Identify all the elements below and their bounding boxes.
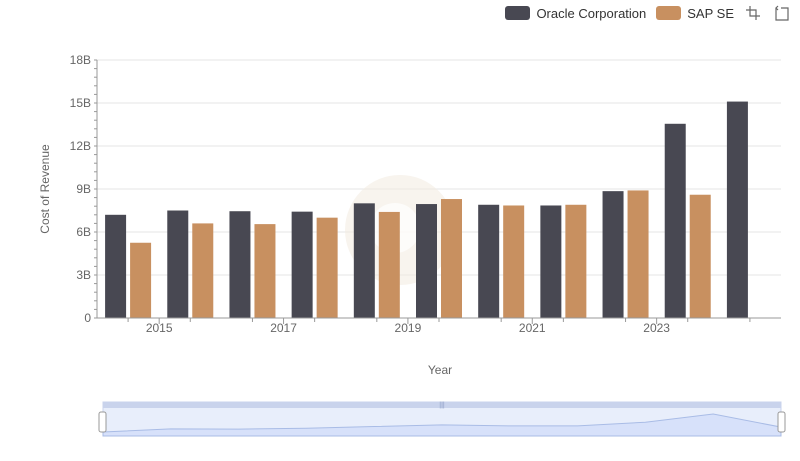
bar-sap-2014[interactable] xyxy=(130,242,152,318)
bars xyxy=(105,101,748,319)
bar-sap-2018[interactable] xyxy=(378,211,400,318)
bar-oracle-2015[interactable] xyxy=(167,210,189,319)
y-tick-label: 9B xyxy=(76,182,91,196)
legend-item-oracle[interactable]: Oracle Corporation xyxy=(505,6,646,21)
legend-swatch-sap xyxy=(656,6,682,20)
bar-sap-2021[interactable] xyxy=(565,204,587,318)
y-tick-label: 6B xyxy=(76,225,91,239)
bar-oracle-2018[interactable] xyxy=(353,203,375,318)
x-tick-label: 2017 xyxy=(270,321,297,335)
zoom-slider-preview xyxy=(102,413,782,437)
zoom-slider-top-bar[interactable] xyxy=(103,402,781,408)
bar-oracle-2022[interactable] xyxy=(602,191,624,318)
zoom-slider[interactable]: ||| xyxy=(98,401,786,437)
bar-sap-2020[interactable] xyxy=(503,205,525,318)
legend: Oracle Corporation SAP SE xyxy=(505,4,790,22)
legend-swatch-oracle xyxy=(505,6,531,20)
y-tick-label: 18B xyxy=(70,53,91,67)
bar-sap-2015[interactable] xyxy=(192,223,214,318)
bar-oracle-2023[interactable] xyxy=(664,123,686,319)
bar-oracle-2021[interactable] xyxy=(540,205,562,318)
legend-item-sap[interactable]: SAP SE xyxy=(656,6,734,21)
x-axis-title: Year xyxy=(428,363,452,377)
y-tick-label: 15B xyxy=(70,96,91,110)
bar-oracle-2014[interactable] xyxy=(105,214,127,318)
zoom-icon[interactable] xyxy=(744,4,762,22)
zoom-slider-left-handle[interactable] xyxy=(98,411,107,433)
bar-sap-2022[interactable] xyxy=(627,190,649,318)
x-tick-label: 2023 xyxy=(643,321,670,335)
y-tick-label: 3B xyxy=(76,268,91,282)
bar-oracle-2020[interactable] xyxy=(478,204,500,318)
bar-sap-2019[interactable] xyxy=(441,199,462,318)
axes: 0 3B 6B 9B 12B 15B 18B 2015 2017 2019 2021 2023 xyxy=(70,53,781,335)
restore-icon[interactable] xyxy=(772,4,790,22)
x-tick-label: 2019 xyxy=(395,321,422,335)
bar-oracle-2019[interactable] xyxy=(416,204,437,318)
legend-label-oracle: Oracle Corporation xyxy=(536,5,647,21)
bar-oracle-2017[interactable] xyxy=(291,211,313,318)
bar-oracle-2024[interactable] xyxy=(726,101,748,318)
bar-sap-2016[interactable] xyxy=(254,224,276,318)
x-tick-label: 2021 xyxy=(519,321,546,335)
zoom-grip-icon: ||| xyxy=(439,402,445,409)
y-axis-title: Cost of Revenue xyxy=(38,144,52,234)
legend-label-sap: SAP SE xyxy=(687,5,734,21)
bar-oracle-2016[interactable] xyxy=(229,211,251,318)
bar-sap-2023[interactable] xyxy=(689,194,711,318)
y-tick-label: 0 xyxy=(84,311,91,325)
zoom-slider-right-handle[interactable] xyxy=(777,411,786,433)
x-tick-label: 2015 xyxy=(146,321,173,335)
bar-sap-2017[interactable] xyxy=(316,217,338,318)
y-tick-label: 12B xyxy=(70,139,91,153)
